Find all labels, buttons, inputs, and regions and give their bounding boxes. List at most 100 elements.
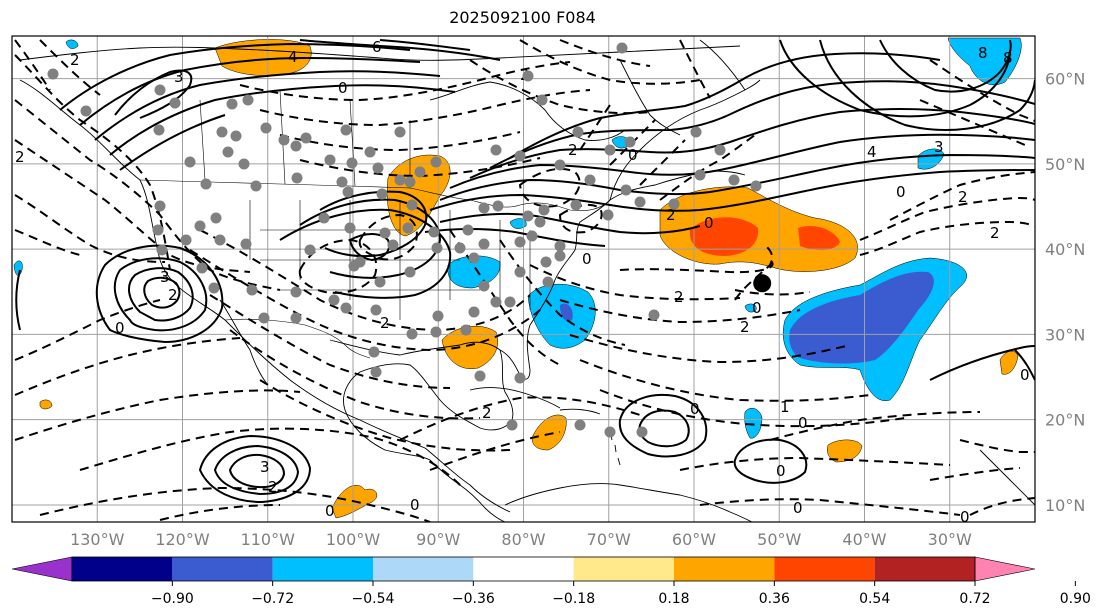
coast-florida: [499, 324, 531, 380]
colorbar-segment: [72, 557, 173, 581]
station-dot: [154, 200, 166, 212]
coast-africa-coast: [979, 449, 1035, 506]
contour-label: 0: [628, 146, 638, 164]
shade-red-atlantic-1: [689, 217, 759, 256]
station-dot: [348, 260, 360, 272]
contour-label: 0: [325, 502, 335, 520]
station-dot: [522, 210, 534, 222]
longitude-label: 90°W: [416, 530, 460, 549]
station-dot: [478, 238, 490, 250]
station-dot: [534, 216, 546, 228]
station-dot: [402, 222, 414, 234]
latitude-label: 30°N: [1045, 325, 1085, 344]
shade-darkblue-sec: [560, 303, 573, 322]
station-dot: [226, 98, 238, 110]
station-dot: [153, 124, 165, 136]
latitude-label: 40°N: [1045, 240, 1085, 259]
latitude-label: 60°N: [1045, 70, 1085, 89]
station-dot: [554, 250, 566, 262]
dashed-contours: [14, 39, 1035, 522]
station-dot: [240, 238, 252, 250]
station-dot: [728, 174, 740, 186]
station-dot: [387, 239, 399, 251]
contour-label: 0: [896, 183, 906, 201]
colorbar-segment: [573, 557, 674, 581]
colorbar-extend-high: [974, 556, 1036, 582]
station-dot: [490, 296, 502, 308]
colorbar-segment: [473, 557, 574, 581]
station-dot: [364, 146, 376, 158]
longitude-label: 110°W: [241, 530, 296, 549]
colorbar-tick-label: −0.18: [552, 591, 595, 607]
observation-dots: [47, 42, 762, 438]
contour-label: 2: [674, 288, 684, 306]
station-dot: [290, 286, 302, 298]
station-dot: [624, 136, 636, 148]
longitude-label: 60°W: [672, 530, 716, 549]
coast-canada-east: [609, 79, 761, 201]
longitude-labels: 130°W 120°W 110°W 100°W 90°W 80°W 70°W 60°W 50°W…: [70, 530, 972, 549]
contour-label: 2: [958, 188, 968, 206]
station-dot: [636, 426, 648, 438]
latitude-labels: 60°N 50°N 40°N 30°N 20°N 10°N: [1045, 70, 1085, 515]
station-dot: [526, 230, 538, 242]
station-dot: [222, 146, 234, 158]
contour-label: 3: [160, 268, 170, 286]
station-dot: [342, 186, 354, 198]
longitude-label: 100°W: [326, 530, 381, 549]
contour-label: 0: [410, 496, 420, 514]
contour-label: 0: [704, 214, 714, 232]
colorbar-segment: [674, 557, 775, 581]
station-dot: [468, 306, 480, 318]
contour-label: 1: [780, 398, 790, 416]
longitude-label: 130°W: [70, 530, 125, 549]
contour-label: 0: [690, 400, 700, 418]
station-dot: [538, 204, 550, 216]
contour-label: 2: [380, 314, 390, 332]
station-dot: [344, 222, 356, 234]
station-dot: [584, 174, 596, 186]
contour-label: 0: [582, 250, 592, 268]
contour-label: 2: [990, 224, 1000, 242]
shade-blue-small-2: [744, 407, 763, 439]
station-dot: [554, 240, 566, 252]
station-dot: [428, 226, 440, 238]
station-dot: [460, 324, 472, 336]
colorbar-segment: [874, 557, 975, 581]
station-dot: [169, 97, 181, 109]
colorbar-tick-label: 0.90: [1060, 591, 1091, 607]
colorbar-tick-label: 0.72: [959, 591, 990, 607]
colorbar-tick-label: 0.54: [859, 591, 890, 607]
station-dot: [238, 158, 250, 170]
station-dot: [506, 419, 518, 431]
station-dot: [514, 372, 526, 384]
longitude-label: 70°W: [587, 530, 631, 549]
coast-baja: [219, 299, 269, 386]
station-dot: [180, 234, 192, 246]
station-dot: [648, 309, 660, 321]
station-dot: [504, 296, 516, 308]
station-dot: [210, 212, 222, 224]
station-dot: [536, 94, 548, 106]
station-dot: [404, 176, 416, 188]
contour-label: 0: [1020, 366, 1030, 384]
shade-blue-small-5: [65, 39, 79, 49]
us-canada-border: [139, 179, 611, 211]
contour-label: 2: [482, 404, 492, 422]
coast-labrador: [619, 59, 681, 136]
station-dot: [554, 159, 566, 171]
station-dot: [372, 162, 384, 174]
station-dot: [750, 180, 762, 192]
coast-cuba: [469, 387, 561, 409]
station-dot: [414, 166, 426, 178]
contour-label: 8: [1003, 49, 1013, 67]
coast-south-america: [504, 483, 753, 522]
station-dot: [304, 244, 316, 256]
station-dot: [514, 150, 526, 162]
contour-label: 4: [867, 143, 877, 161]
contour-label: 3: [174, 68, 184, 86]
shade-orange-caribbean: [531, 414, 567, 451]
contour-label: 2: [268, 478, 278, 496]
colorbar-tick-label: 0.36: [759, 591, 790, 607]
